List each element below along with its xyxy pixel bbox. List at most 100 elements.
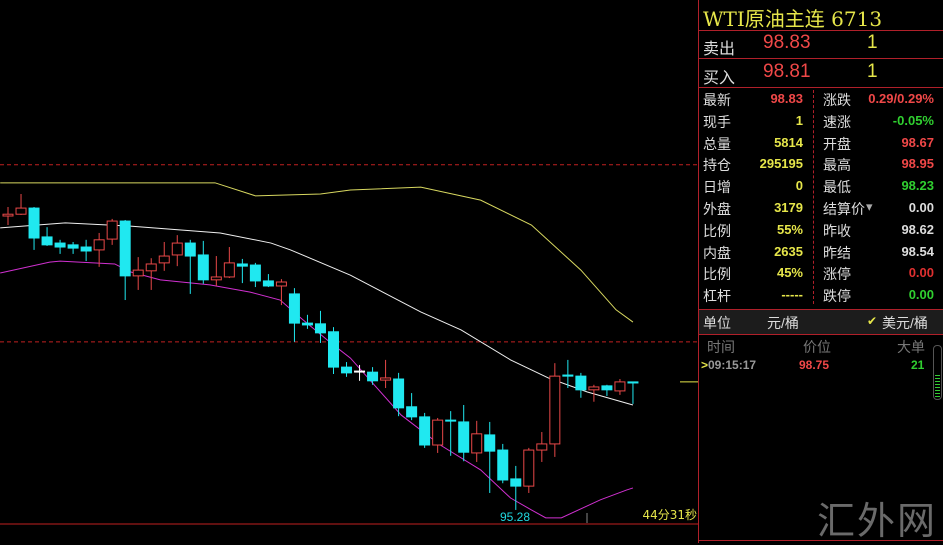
candle-body [93,239,105,251]
stat-label: 最新 [703,92,731,108]
candle-body [236,263,248,267]
quote-panel: WTI原油主连 6713 卖出 98.83 1 买入 98.81 1 最新 98… [698,0,943,543]
stat-row: 日增 0 最低 98.23 [699,175,943,197]
candle-body [328,331,339,368]
candle-body [484,434,496,452]
candle-body [2,213,14,217]
candle-body [354,370,366,373]
candle-body [562,374,574,377]
stat-row: 最新 98.83 涨跌 0.29/0.29% [699,88,943,110]
bid-label: 买入 [703,70,736,87]
candle-body [67,244,79,249]
stat-label: 内盘 [703,244,731,261]
candle-body [458,421,470,453]
candle-body [380,377,392,381]
stat-value: 295195 [759,156,803,172]
stat-value: 0 [795,178,803,194]
candle-body [432,419,444,446]
stat-value: 0.00 [908,265,934,281]
candle-body [588,386,600,391]
candle-body [614,381,626,392]
candlestick-chart[interactable]: 95.28 44分31秒 [0,0,698,543]
candle-body [145,263,157,272]
candle-body [419,416,431,446]
stat-value: 98.95 [901,156,934,172]
stat-value: 55% [776,221,803,237]
upper-band-line [0,182,634,323]
stat-row: 内盘 2635 昨结 98.54 [699,241,943,263]
candle-body [471,433,483,454]
stat-label: 外盘 [703,201,731,217]
candle-body [28,207,40,239]
candle-body [171,242,183,256]
bid-price: 98.81 [763,61,811,82]
stat-value: 0.00 [908,200,934,215]
stat-value: 2635 [774,243,803,259]
unit-option-usd[interactable]: 美元/桶 [882,315,928,331]
stat-row: 比例 55% 昨收 98.62 [699,219,943,241]
candle-body [497,449,509,481]
stat-row: 持仓 295195 最高 98.95 [699,153,943,175]
candle-body [158,255,170,264]
candle-body [54,242,66,248]
unit-selector: 单位 元/桶 ✔ 美元/桶 [699,309,943,335]
unit-option-yuan[interactable]: 元/桶 [767,315,799,331]
stat-label: 速涨 [823,113,851,130]
stat-label: 比例 [703,266,731,283]
candle-body [106,220,118,240]
bid-row[interactable]: 买入 98.81 1 [699,59,943,87]
stat-value: -0.05% [892,112,934,128]
stat-value: 3179 [774,200,803,215]
divider [699,30,943,31]
stat-label: 持仓 [703,157,731,174]
tick-time: 09:15:17 [708,358,757,372]
candle-body [15,207,27,215]
ask-price: 98.83 [763,32,811,53]
candle-body [301,322,313,326]
stat-label: 现手 [703,113,731,130]
dropdown-arrow-icon[interactable]: ▾ [866,199,873,214]
tick-price: 98.75 [799,358,830,372]
candle-body [197,254,209,281]
divider [699,87,943,88]
stat-label: 总量 [703,135,731,152]
stat-row: 比例 45% 涨停 0.00 [699,262,943,284]
candle-body [288,293,300,324]
candle-body [341,366,353,374]
scrollbar-grip[interactable] [935,375,940,397]
ask-row[interactable]: 卖出 98.83 1 [699,30,943,58]
candle-body [223,262,235,278]
scrollbar[interactable] [933,345,942,400]
stat-row: 现手 1 速涨 -0.05% [699,110,943,132]
ask-volume: 1 [867,32,878,53]
candle-body [393,378,405,409]
candle-body [41,236,53,246]
candle-body [132,269,144,277]
stat-label: 最低 [823,179,851,196]
instrument-title: WTI原油主连 6713 [703,7,883,31]
candle-body [549,375,561,445]
col-price: 价位 [803,339,831,355]
candle-body [119,220,131,277]
candle-body [575,375,587,391]
stat-row: 外盘 3179 结算价 0.00 ▾ [699,197,943,219]
stat-label: 昨结 [823,244,851,261]
stat-label: 涨停 [823,266,851,283]
row-marker: > [701,358,709,372]
stat-label: 开盘 [823,135,851,152]
tick-big-order: 21 [911,358,925,372]
candle-body [80,246,92,252]
stat-value: 45% [776,265,803,281]
col-big-order: 大单 [897,339,925,355]
candle-body [601,385,613,391]
stat-label: 比例 [703,222,731,239]
stat-value: 98.23 [901,178,934,194]
candle-body [445,419,457,422]
divider [699,540,943,541]
stat-label: 昨收 [823,222,851,239]
low-price-label: 95.28 [500,510,530,524]
ask-label: 卖出 [703,41,736,58]
divider [699,58,943,59]
bid-volume: 1 [867,61,878,82]
stat-value: ----- [781,287,803,303]
